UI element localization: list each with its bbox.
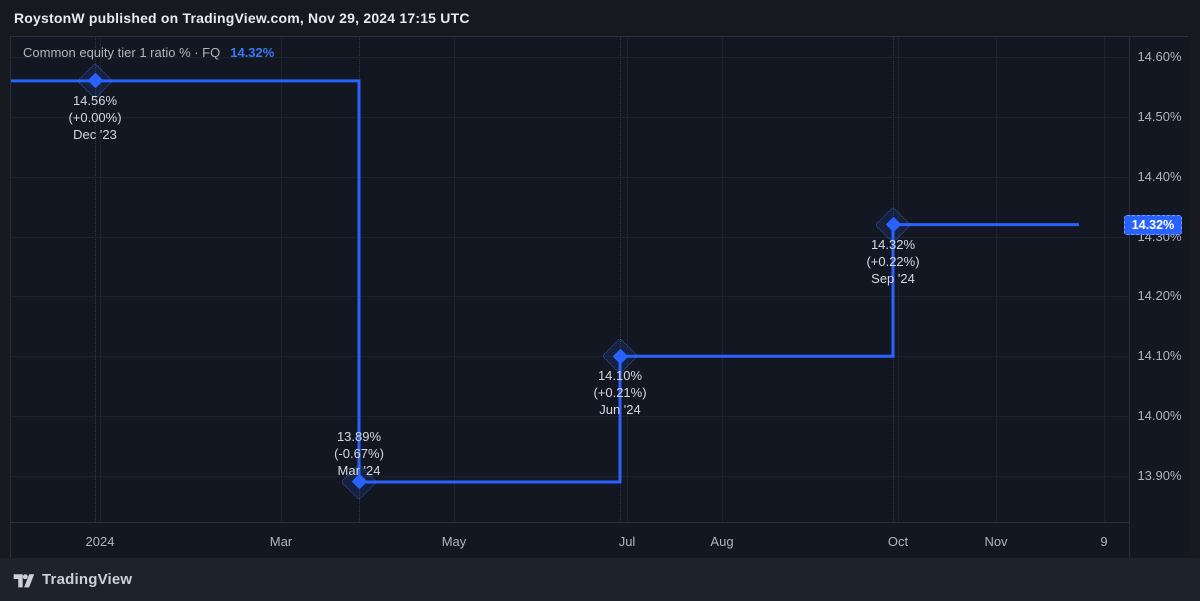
- datapoint-label-line: 14.56%: [72, 93, 118, 108]
- y-axis-tick-label: 13.90%: [1137, 468, 1182, 483]
- datapoint-label: 14.32% (+0.22%) Sep '24: [828, 236, 958, 287]
- datapoint-label-line: Sep '24: [871, 271, 915, 286]
- chart-pane[interactable]: 14.56% (+0.00%) Dec '23 13.89% (-0.67%) Mar '…: [11, 37, 1129, 522]
- tradingview-brand-link[interactable]: TradingView: [12, 571, 132, 589]
- datapoint-label-line: 14.32%: [870, 237, 916, 252]
- y-axis-tick-label: 14.60%: [1137, 49, 1182, 64]
- datapoint-label-line: Mar '24: [337, 463, 381, 478]
- datapoint-label-line: (+0.21%): [593, 385, 647, 400]
- x-axis-tick-label: Nov: [984, 534, 1008, 549]
- gridline-vertical: [100, 37, 101, 522]
- gridline-vertical: [454, 37, 455, 522]
- datapoint-label: 13.89% (-0.67%) Mar '24: [294, 428, 424, 479]
- last-price-tag: 14.32%: [1124, 215, 1182, 235]
- datapoint-label: 14.56% (+0.00%) Dec '23: [30, 92, 160, 143]
- chart-widget[interactable]: Common equity tier 1 ratio % · FQ 14.32%…: [10, 36, 1189, 558]
- gridline-horizontal: [11, 177, 1129, 178]
- y-axis-tick-label: 14.50%: [1137, 109, 1182, 124]
- x-axis-tick-label: Oct: [887, 534, 909, 549]
- gridline-vertical: [1104, 37, 1105, 522]
- tradingview-brand-name: TradingView: [42, 571, 133, 588]
- x-axis-tick-label: 2024: [85, 534, 115, 549]
- gridline-horizontal: [11, 117, 1129, 118]
- datapoint-vline: [620, 37, 621, 522]
- gridline-horizontal: [11, 356, 1129, 357]
- datapoint-label-line: Dec '23: [73, 127, 117, 142]
- footer-bar: TradingView: [0, 558, 1200, 601]
- x-axis-tick-label: Aug: [710, 534, 734, 549]
- x-axis-tick-label: 9: [1100, 534, 1108, 549]
- x-axis-tick-label: May: [441, 534, 467, 549]
- y-axis-tick-label: 14.10%: [1137, 348, 1182, 363]
- gridline-horizontal: [11, 416, 1129, 417]
- tradingview-logo-icon: [13, 573, 35, 587]
- gridline-vertical: [281, 37, 282, 522]
- datapoint-label-line: (-0.67%): [334, 446, 384, 461]
- y-axis-tick-label: 14.00%: [1137, 408, 1182, 423]
- gridline-vertical: [627, 37, 628, 522]
- publish-attribution: RoystonW published on TradingView.com, N…: [14, 10, 470, 26]
- datapoint-label-line: Jun '24: [599, 402, 641, 417]
- datapoint-label-line: (+0.22%): [866, 254, 920, 269]
- chart-legend: Common equity tier 1 ratio % · FQ 14.32%: [23, 45, 274, 60]
- series-last-value: 14.32%: [230, 45, 275, 60]
- gridline-vertical: [722, 37, 723, 522]
- datapoint-vline: [95, 37, 96, 522]
- gridline-horizontal: [11, 476, 1129, 477]
- y-axis-tick-label: 14.20%: [1137, 288, 1182, 303]
- gridline-horizontal: [11, 237, 1129, 238]
- x-axis-tick-label: Jul: [618, 534, 636, 549]
- datapoint-label-line: (+0.00%): [68, 110, 122, 125]
- series-title: Common equity tier 1 ratio % · FQ: [23, 45, 221, 60]
- gridline-vertical: [898, 37, 899, 522]
- y-axis-tick-label: 14.40%: [1137, 169, 1182, 184]
- price-axis[interactable]: 14.32% 14.60% 14.50% 14.40% 14.30% 14.20% 14.…: [1124, 37, 1189, 558]
- step-line: [11, 79, 1079, 484]
- x-axis-tick-label: Mar: [269, 534, 293, 549]
- time-axis[interactable]: 2024 Mar May Jul Aug Oct Nov 9: [11, 522, 1129, 558]
- gridline-horizontal: [11, 57, 1129, 58]
- gridline-horizontal: [11, 296, 1129, 297]
- gridline-vertical: [996, 37, 997, 522]
- datapoint-label: 14.10% (+0.21%) Jun '24: [555, 367, 685, 418]
- datapoint-label-line: 13.89%: [336, 429, 382, 444]
- datapoint-label-line: 14.10%: [597, 368, 643, 383]
